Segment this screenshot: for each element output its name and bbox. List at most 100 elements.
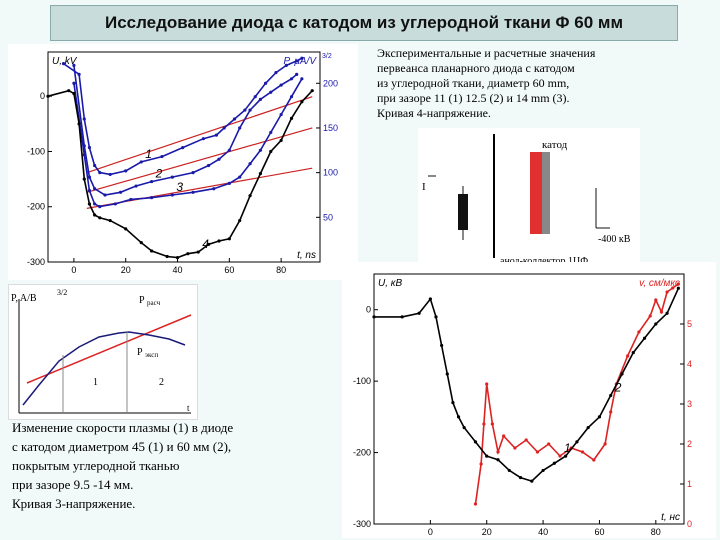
series-point-4 <box>139 241 143 245</box>
series-point-2 <box>665 311 669 315</box>
series-point-1 <box>264 81 268 85</box>
series-label-1: 1 <box>564 441 571 455</box>
series-point-2 <box>227 148 231 152</box>
series-point-4 <box>82 177 86 181</box>
series-point-2 <box>597 415 602 419</box>
series-point-4 <box>87 202 92 206</box>
series-point-1 <box>300 56 304 60</box>
perveance-chart: 0 20 40 60 80 0 -100 -200 -300 50 100 150 200 U, kV P,… <box>27 51 338 275</box>
series-point-2 <box>269 90 273 94</box>
series-point-1 <box>214 133 218 137</box>
arrow-label: I <box>422 181 426 193</box>
series-point-2 <box>541 468 545 473</box>
calc-label: P <box>139 295 145 306</box>
plot-frame <box>47 51 321 263</box>
y-right-tick-label: 50 <box>323 212 333 222</box>
series-point-2 <box>238 126 242 130</box>
series-point-1 <box>482 422 486 426</box>
series-label-2: 2 <box>155 167 163 181</box>
series-point-1 <box>626 354 630 358</box>
series-point-3 <box>279 112 283 117</box>
series-point-1 <box>243 108 247 112</box>
series-point-4 <box>248 194 252 198</box>
bottom-caption: Изменение скорости плазмы (1) в диоде с … <box>12 418 233 513</box>
y-left-tick-label: -300 <box>353 519 371 529</box>
series-point-2 <box>118 190 123 194</box>
series-line-1 <box>63 57 303 176</box>
y-right-tick-label: 100 <box>323 168 338 178</box>
series-point-1 <box>108 172 112 177</box>
series-point-2 <box>552 461 556 465</box>
series-point-1 <box>77 72 81 76</box>
series-point-2 <box>258 97 263 101</box>
y-left-tick-label: -200 <box>27 202 45 212</box>
cathode-holder <box>542 152 550 234</box>
x-tick-label: 0 <box>428 527 433 537</box>
series-point-1 <box>609 410 613 414</box>
series-point-2 <box>417 311 421 315</box>
series-point-2 <box>445 372 449 376</box>
series-point-1 <box>676 282 680 286</box>
series-point-1 <box>648 314 652 318</box>
x-tick-label: 0 <box>71 265 76 275</box>
series-point-4 <box>175 255 180 260</box>
exp-perveance-curve <box>22 331 186 406</box>
series-point-1 <box>98 171 102 175</box>
series-point-1 <box>671 286 675 290</box>
top-caption-line: первеанса планарного диода с катодом <box>377 61 575 75</box>
series-point-1 <box>201 137 206 141</box>
y-left-tick-label: -100 <box>353 376 371 386</box>
series-point-1 <box>592 458 596 462</box>
bottom-caption-line: Кривая 3-напряжение. <box>12 496 136 511</box>
series-point-1 <box>61 62 66 66</box>
y-right-tick-label: 2 <box>687 439 692 449</box>
x-tick-label: 60 <box>594 527 604 537</box>
series-point-1 <box>558 454 562 458</box>
top-caption-line: при зазоре 11 (1) 12.5 (2) и 14 mm (3). <box>377 91 570 105</box>
series-point-2 <box>295 72 299 76</box>
series-point-2 <box>72 63 76 68</box>
sketch-y-label: P, A/B <box>11 293 37 304</box>
x-axis-label: t, нс <box>661 512 680 523</box>
series-point-4 <box>72 91 76 96</box>
series-point-2 <box>434 315 438 319</box>
slide-title: Исследование диода с катодом из углеродн… <box>50 5 678 41</box>
y-right-tick-label: 150 <box>323 123 338 133</box>
series-point-2 <box>248 108 252 112</box>
series-point-3 <box>98 204 102 209</box>
series-point-3 <box>238 175 242 179</box>
series-point-2 <box>87 175 92 179</box>
y-left-tick-label: 0 <box>366 305 371 315</box>
series-point-4 <box>150 249 154 253</box>
series-point-3 <box>269 130 273 135</box>
series-point-4 <box>165 254 169 259</box>
series-point-1 <box>295 59 299 63</box>
perveance-sketch: P, A/B 3/2 P расч P эксп 1 2 t <box>11 288 192 414</box>
series-point-1 <box>603 442 607 446</box>
x-tick-label: 40 <box>173 265 183 275</box>
series-point-1 <box>87 146 92 150</box>
series-point-3 <box>129 197 133 202</box>
series-point-4 <box>238 218 242 223</box>
series-point-2 <box>217 157 221 161</box>
series-point-4 <box>98 216 102 220</box>
y-left-axis-label: U, кВ <box>378 278 403 289</box>
series-point-1 <box>479 462 483 466</box>
series-point-3 <box>248 162 252 166</box>
top-caption-line: Кривая 4-напряжение. <box>377 106 491 120</box>
series-label-1: 1 <box>145 147 152 161</box>
series-point-1 <box>82 117 86 121</box>
series-line-2 <box>73 65 298 196</box>
series-point-4 <box>196 250 200 254</box>
series-point-4 <box>124 227 128 231</box>
series-point-3 <box>212 187 216 191</box>
series-point-3 <box>289 95 294 99</box>
series-point-2 <box>289 77 294 81</box>
x-tick-label: 40 <box>538 527 548 537</box>
series-point-3 <box>87 188 92 193</box>
perveance-sketch-panel: P, A/B 3/2 P расч P эксп 1 2 t <box>8 284 198 420</box>
series-point-1 <box>160 154 164 159</box>
series-point-3 <box>113 202 117 206</box>
series-point-4 <box>279 138 283 143</box>
bottom-caption-line: при зазоре 9.5 -14 мм. <box>12 477 134 492</box>
